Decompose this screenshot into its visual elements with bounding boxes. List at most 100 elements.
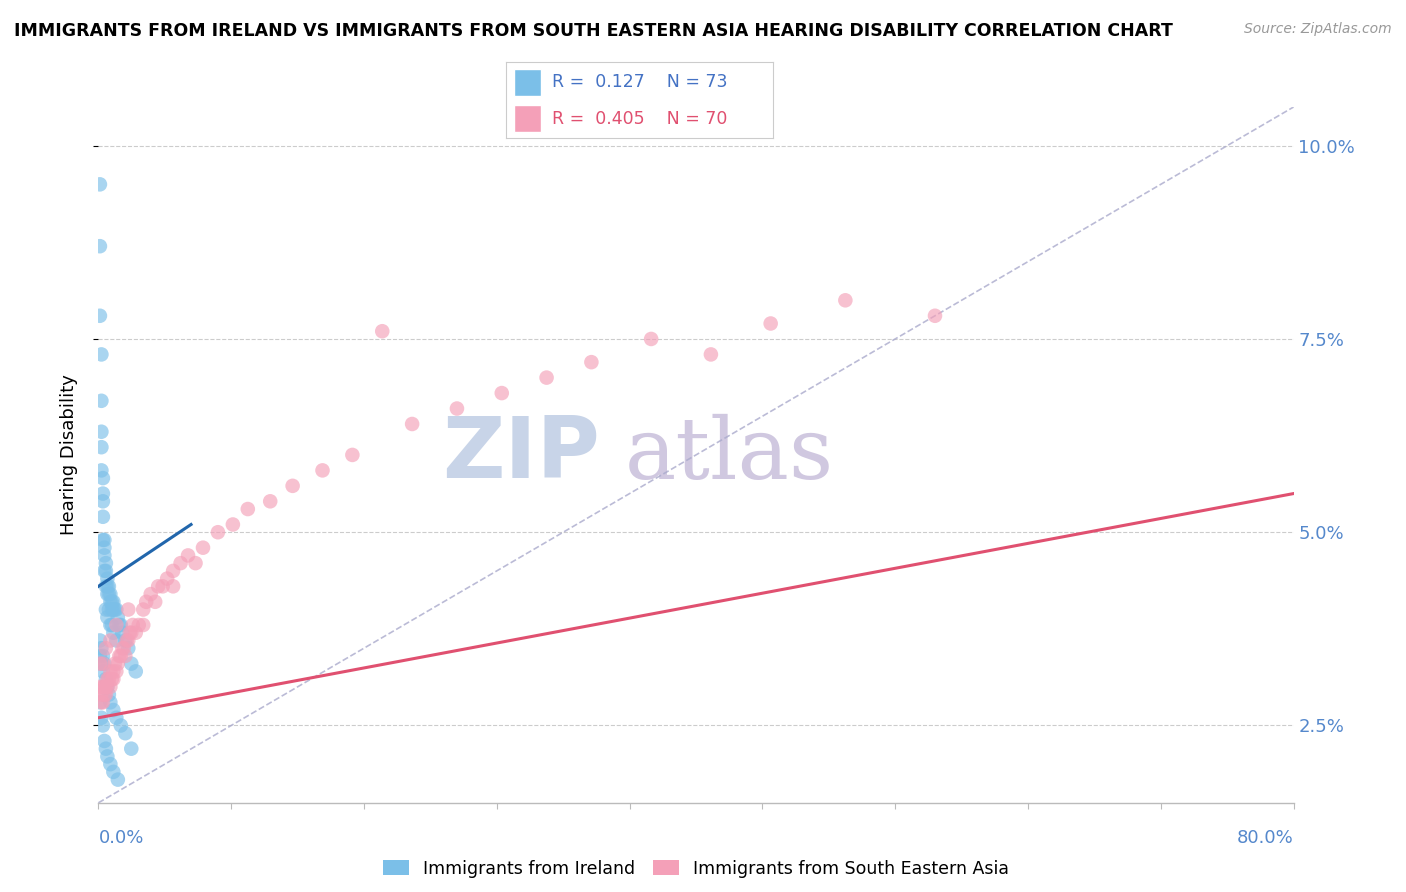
Point (103, 665, 125, 679)
Point (177, 549, 200, 563)
Point (94, 688, 117, 702)
Point (91, 471, 114, 485)
Point (105, 633, 128, 648)
Point (700, 347, 723, 361)
Point (94, 564, 117, 578)
Point (91, 509, 114, 524)
Point (100, 695, 122, 709)
Point (89, 680, 111, 694)
Point (371, 324, 394, 338)
Point (281, 479, 304, 493)
Point (91, 533, 114, 547)
Point (103, 703, 125, 717)
Point (222, 517, 245, 532)
Point (311, 463, 333, 477)
Point (96, 579, 118, 593)
Point (110, 718, 132, 732)
Point (97, 579, 120, 593)
Point (108, 648, 131, 663)
FancyBboxPatch shape (515, 69, 541, 95)
Point (90, 695, 112, 709)
Point (103, 672, 125, 686)
Point (89, 309, 111, 323)
Point (93, 541, 115, 555)
Text: R =  0.127    N = 73: R = 0.127 N = 73 (551, 73, 727, 91)
Point (143, 595, 166, 609)
Text: 0.0%: 0.0% (98, 830, 143, 847)
Point (90, 688, 112, 702)
Point (162, 579, 184, 593)
Point (93, 564, 115, 578)
Point (89, 657, 111, 671)
Point (96, 572, 118, 586)
Point (89, 695, 111, 709)
Point (94, 741, 117, 756)
Point (110, 618, 132, 632)
Point (96, 680, 118, 694)
Point (97, 602, 120, 616)
Point (135, 595, 157, 609)
Point (103, 595, 125, 609)
Point (93, 688, 115, 702)
Point (97, 688, 120, 702)
Point (401, 417, 423, 431)
Point (104, 602, 127, 616)
Point (107, 657, 129, 671)
Point (120, 625, 142, 640)
Point (105, 711, 128, 725)
Point (91, 665, 114, 679)
Point (91, 648, 114, 663)
Point (156, 572, 179, 586)
Point (111, 641, 134, 656)
Point (207, 525, 229, 540)
Point (112, 641, 135, 656)
Point (100, 618, 122, 632)
Point (259, 494, 281, 508)
FancyBboxPatch shape (515, 105, 541, 132)
Point (114, 648, 136, 663)
Point (148, 579, 170, 593)
Point (139, 587, 162, 601)
Point (105, 602, 128, 616)
Point (101, 618, 124, 632)
Point (105, 665, 128, 679)
Point (184, 556, 207, 570)
Point (111, 625, 134, 640)
Point (94, 556, 117, 570)
Point (96, 749, 118, 764)
Point (152, 579, 174, 593)
Point (191, 541, 214, 555)
Point (115, 633, 138, 648)
Text: atlas: atlas (624, 413, 834, 497)
Point (640, 332, 662, 346)
Point (105, 618, 128, 632)
Point (94, 579, 117, 593)
Point (93, 680, 115, 694)
Point (89, 648, 111, 663)
Point (91, 695, 114, 709)
Point (128, 618, 150, 632)
Point (90, 393, 112, 408)
Point (100, 633, 122, 648)
Point (114, 726, 136, 740)
Point (581, 355, 603, 369)
Point (114, 633, 136, 648)
Legend: Immigrants from Ireland, Immigrants from South Eastern Asia: Immigrants from Ireland, Immigrants from… (377, 853, 1015, 885)
Point (120, 741, 142, 756)
Point (118, 625, 141, 640)
Point (162, 564, 184, 578)
Point (100, 587, 122, 601)
Point (89, 178, 111, 192)
Point (94, 641, 117, 656)
Point (834, 293, 856, 308)
Point (104, 657, 127, 671)
Point (121, 618, 143, 632)
Point (94, 602, 117, 616)
Point (117, 633, 139, 648)
Point (125, 665, 148, 679)
Point (100, 680, 122, 694)
Point (89, 239, 111, 253)
Point (117, 641, 139, 656)
Point (169, 556, 191, 570)
Point (91, 486, 114, 500)
